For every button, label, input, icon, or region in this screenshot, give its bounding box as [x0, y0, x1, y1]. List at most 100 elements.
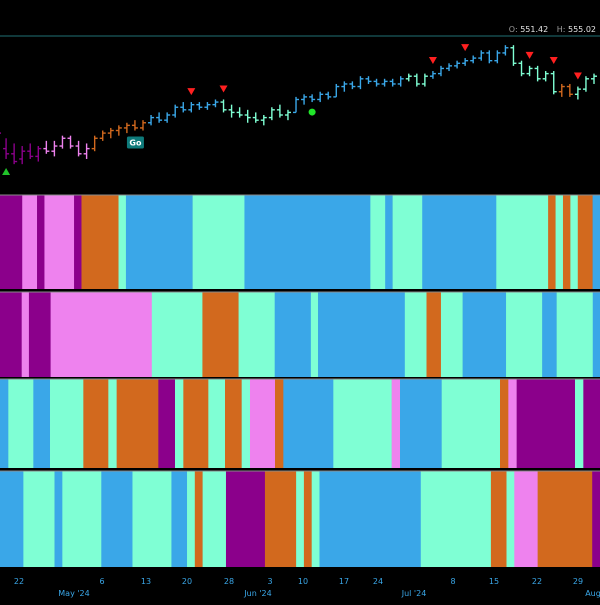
- price-bar: [99, 130, 106, 141]
- x-axis: 22 6 13 20 28 3 10 17 24 8 15 22 29 May '24 Jun '24 Jul…: [14, 577, 600, 598]
- x-tick-day-label: 24: [373, 577, 383, 586]
- price-bar: [3, 138, 10, 159]
- x-tick-day-label: 20: [182, 577, 192, 586]
- indicator-segment: [333, 379, 392, 468]
- price-bar: [204, 102, 211, 110]
- x-tick-day-label: 28: [224, 577, 234, 586]
- price-bar: [51, 140, 58, 157]
- indicator-segment: [391, 379, 401, 468]
- indicator-segment: [202, 292, 239, 377]
- signal-triangle-down: [549, 57, 558, 65]
- price-bar: [196, 102, 203, 110]
- price-bar: [381, 78, 388, 87]
- signal-triangle-down: [428, 57, 437, 65]
- go-badge-label: Go: [129, 139, 142, 148]
- indicator-segment: [506, 292, 543, 377]
- signal-triangle-down: [461, 44, 470, 52]
- indicator-segment: [22, 195, 38, 289]
- indicator-segment: [514, 471, 538, 567]
- indicator-segment: [50, 292, 153, 377]
- x-tick-day-label: 22: [14, 577, 24, 586]
- indicator-segment: [555, 195, 564, 289]
- open-value: 551.42: [520, 25, 549, 34]
- indicator-segment: [275, 379, 284, 468]
- x-tick-day-label: 6: [99, 577, 104, 586]
- price-bar: [19, 146, 26, 165]
- indicator-segment: [542, 292, 557, 377]
- price-bar: [284, 109, 291, 121]
- price-bar: [325, 91, 332, 100]
- ohlc-readout: O: 551.42 H: 555.02: [503, 25, 596, 34]
- indicator-segment: [592, 471, 600, 567]
- price-bar: [301, 94, 308, 105]
- price-bar: [180, 102, 187, 113]
- price-bar: [35, 146, 42, 162]
- indicator-segment: [440, 292, 463, 377]
- price-bar: [502, 45, 509, 56]
- indicator-segment: [592, 195, 600, 289]
- x-tick-day-label: 10: [298, 577, 308, 586]
- indicator-segment: [319, 471, 422, 567]
- x-tick-month-label: Aug: [585, 589, 600, 598]
- price-bar: [542, 71, 549, 82]
- indicator-segment: [556, 292, 594, 377]
- price-bar: [317, 91, 324, 103]
- indicator-segment: [264, 471, 297, 567]
- indicator-segment: [274, 292, 312, 377]
- x-tick-day-label: 17: [339, 577, 349, 586]
- price-bar: [123, 122, 130, 134]
- x-tick-month-label: Jul '24: [401, 589, 427, 598]
- price-bar: [75, 140, 82, 157]
- indicator-segment: [8, 379, 34, 468]
- indicator-segment: [241, 379, 251, 468]
- indicator-segment: [132, 471, 172, 567]
- price-bar: [357, 76, 364, 90]
- indicator-segment: [50, 379, 84, 468]
- price-bar: [172, 104, 179, 118]
- x-tick-day-label: 3: [267, 577, 272, 586]
- price-bar: [333, 83, 340, 98]
- x-tick-day-label: 15: [489, 577, 499, 586]
- indicator-segment: [192, 195, 245, 289]
- indicator-panel: [0, 291, 600, 377]
- indicator-segment: [496, 195, 549, 289]
- signal-triangle-down: [525, 51, 534, 59]
- price-bar: [349, 81, 356, 90]
- signal-triangle-down: [187, 88, 196, 96]
- indicator-segment: [244, 195, 371, 289]
- price-bar: [574, 86, 581, 100]
- price-bar: [397, 76, 404, 87]
- indicator-segment: [296, 471, 305, 567]
- price-bar: [566, 83, 573, 97]
- price-bar: [139, 120, 146, 131]
- price-bar: [405, 73, 412, 82]
- indicator-segment: [62, 471, 102, 567]
- indicator-segment: [441, 379, 501, 468]
- indicator-segment: [575, 379, 584, 468]
- price-bar: [252, 112, 259, 123]
- price-bar: [212, 99, 219, 108]
- price-bar: [260, 115, 267, 126]
- price-bar: [59, 135, 66, 149]
- price-bar: [534, 65, 541, 82]
- price-bar: [429, 71, 436, 79]
- indicator-segment: [311, 471, 320, 567]
- indicator-segment: [422, 195, 497, 289]
- price-bar: [478, 50, 485, 61]
- signal-triangle-down: [573, 72, 582, 80]
- indicator-panel: [0, 194, 600, 289]
- indicator-segment: [158, 379, 176, 468]
- price-bar: [115, 125, 122, 136]
- indicator-panels: [0, 194, 600, 567]
- signal-triangle-down: [219, 85, 228, 93]
- price-bar: [220, 99, 227, 113]
- price-bar: [341, 81, 348, 92]
- x-tick-month-label: Jun '24: [243, 589, 271, 598]
- indicator-segment: [101, 471, 133, 567]
- indicator-segment: [225, 471, 266, 567]
- price-bar: [43, 140, 50, 154]
- indicator-segment: [283, 379, 334, 468]
- price-bar: [236, 107, 243, 118]
- price-bar: [309, 94, 316, 103]
- indicator-segment: [562, 195, 571, 289]
